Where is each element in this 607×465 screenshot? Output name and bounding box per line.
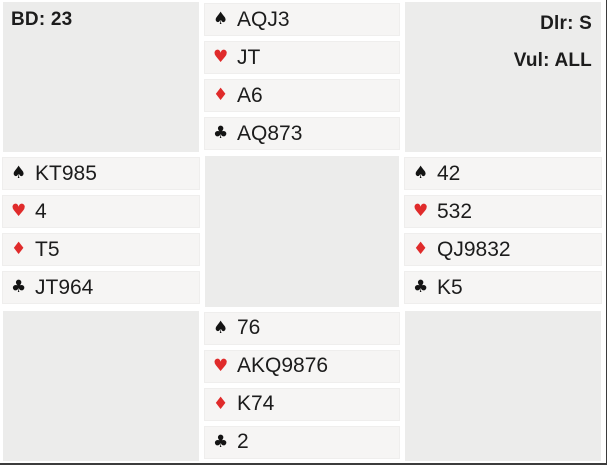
west-clubs-cards: JT964 xyxy=(35,275,94,299)
west-clubs-row: ♣ JT964 xyxy=(2,271,200,305)
south-clubs-cards: 2 xyxy=(237,430,249,454)
diamond-icon: ♦ xyxy=(11,239,27,260)
south-spades-cards: 76 xyxy=(237,316,261,340)
bottom-right-empty-panel xyxy=(405,310,601,461)
center-empty-panel xyxy=(205,156,399,307)
west-diamonds-cards: T5 xyxy=(35,237,60,261)
east-diamonds-cards: QJ9832 xyxy=(437,237,511,261)
club-icon: ♣ xyxy=(213,431,229,452)
east-spades-cards: 42 xyxy=(437,161,461,185)
west-spades-row: ♠ KT985 xyxy=(2,157,200,191)
south-hearts-row: ♥ AKQ9876 xyxy=(204,349,400,383)
south-spades-row: ♠ 76 xyxy=(204,311,400,345)
east-hand: ♠ 42 ♥ 532 ♦ QJ9832 ♣ K5 xyxy=(402,154,604,308)
east-spades-row: ♠ 42 xyxy=(404,157,602,191)
south-hearts-cards: AKQ9876 xyxy=(237,354,329,378)
north-spades-cards: AQJ3 xyxy=(237,7,290,31)
east-hearts-cards: 532 xyxy=(437,199,473,223)
east-hearts-row: ♥ 532 xyxy=(404,195,602,229)
north-clubs-row: ♣ AQ873 xyxy=(204,117,400,150)
club-icon: ♣ xyxy=(11,277,27,298)
diamond-icon: ♦ xyxy=(413,239,429,260)
spade-icon: ♠ xyxy=(413,163,429,184)
vulnerability-label: Vul: ALL xyxy=(513,50,592,71)
club-icon: ♣ xyxy=(413,277,429,298)
dealer-label: Dlr: S xyxy=(540,13,592,34)
south-diamonds-row: ♦ K74 xyxy=(204,387,400,421)
west-hearts-cards: 4 xyxy=(35,199,47,223)
east-clubs-row: ♣ K5 xyxy=(404,271,602,305)
north-hand: ♠ AQJ3 ♥ JT ♦ A6 ♣ AQ873 xyxy=(202,0,402,154)
south-diamonds-cards: K74 xyxy=(237,392,275,416)
north-spades-row: ♠ AQJ3 xyxy=(204,3,400,36)
west-diamonds-row: ♦ T5 xyxy=(2,233,200,267)
heart-icon: ♥ xyxy=(11,201,27,222)
diamond-icon: ♦ xyxy=(213,85,229,105)
dealer-vulnerability-panel: Dlr: S Vul: ALL xyxy=(405,2,601,153)
heart-icon: ♥ xyxy=(413,201,429,222)
spade-icon: ♠ xyxy=(213,317,229,338)
spade-icon: ♠ xyxy=(11,163,27,184)
north-diamonds-row: ♦ A6 xyxy=(204,79,400,112)
heart-icon: ♥ xyxy=(213,355,229,376)
north-diamonds-cards: A6 xyxy=(237,83,263,107)
west-hand: ♠ KT985 ♥ 4 ♦ T5 ♣ JT964 xyxy=(0,154,202,308)
north-hearts-row: ♥ JT xyxy=(204,41,400,74)
north-clubs-cards: AQ873 xyxy=(237,121,303,145)
heart-icon: ♥ xyxy=(213,47,229,67)
board-number: BD: 23 xyxy=(3,2,199,153)
east-diamonds-row: ♦ QJ9832 xyxy=(404,233,602,267)
club-icon: ♣ xyxy=(213,123,229,143)
west-hearts-row: ♥ 4 xyxy=(2,195,200,229)
bottom-left-empty-panel xyxy=(3,310,199,461)
diamond-icon: ♦ xyxy=(213,393,229,414)
spade-icon: ♠ xyxy=(213,9,229,29)
east-clubs-cards: K5 xyxy=(437,275,463,299)
south-clubs-row: ♣ 2 xyxy=(204,425,400,459)
west-spades-cards: KT985 xyxy=(35,161,97,185)
south-hand: ♠ 76 ♥ AKQ9876 ♦ K74 ♣ 2 xyxy=(202,309,402,463)
north-hearts-cards: JT xyxy=(237,45,261,69)
